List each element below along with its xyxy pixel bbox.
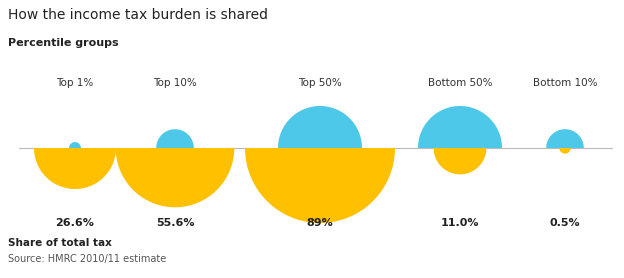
Text: 55.6%: 55.6% [156,218,194,228]
Text: Top 50%: Top 50% [298,78,342,88]
Text: Top 1%: Top 1% [56,78,94,88]
Polygon shape [34,148,116,189]
Text: 26.6%: 26.6% [56,218,94,228]
Text: 0.5%: 0.5% [550,218,580,228]
Text: Percentile groups: Percentile groups [8,38,119,48]
Text: 89%: 89% [306,218,333,228]
Text: Bottom 50%: Bottom 50% [427,78,492,88]
Polygon shape [418,106,502,148]
Text: Top 10%: Top 10% [153,78,197,88]
Text: 11.0%: 11.0% [441,218,479,228]
Text: Share of total tax: Share of total tax [8,238,112,248]
Polygon shape [115,148,234,207]
Polygon shape [245,148,395,223]
Polygon shape [156,129,194,148]
Polygon shape [434,148,486,174]
Text: Bottom 10%: Bottom 10% [533,78,597,88]
Polygon shape [278,106,362,148]
Polygon shape [69,142,81,148]
Polygon shape [546,129,584,148]
Text: Source: HMRC 2010/11 estimate: Source: HMRC 2010/11 estimate [8,254,166,264]
Text: How the income tax burden is shared: How the income tax burden is shared [8,8,268,22]
Polygon shape [559,148,570,154]
